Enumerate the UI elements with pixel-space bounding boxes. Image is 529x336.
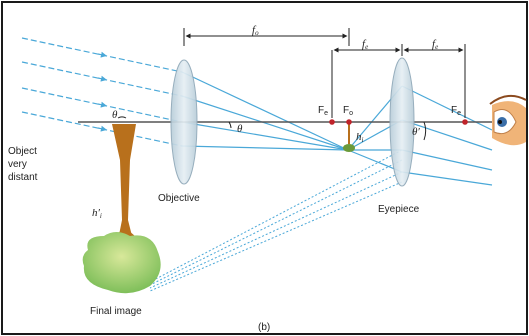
objective-refracted-rays (181, 71, 349, 151)
tree-icon (82, 124, 161, 294)
virtual-rays (149, 149, 403, 292)
h-i-label: hi (356, 131, 364, 144)
ray-refracted-3 (181, 121, 349, 151)
ray-refracted-2 (181, 95, 349, 151)
theta-prime-label: θ′ (412, 126, 420, 138)
caption-label: (b) (258, 322, 270, 333)
focus-e-label: Fe (451, 105, 461, 117)
ray-refracted-4 (181, 145, 349, 151)
h-i-prime-label: h′i (92, 207, 102, 220)
focus-o-label: Fo (343, 105, 353, 117)
theta-label-left: θ (112, 109, 118, 121)
focus-e-prime-label: Fe (318, 105, 328, 117)
final-image-label: Final image (90, 306, 142, 317)
theta-prime-arc (423, 121, 427, 141)
f-e-label-right: fe (432, 38, 438, 51)
object-label-3: distant (8, 172, 38, 183)
intermediate-image (343, 124, 355, 152)
f-e-label-left: fe (362, 38, 368, 51)
dimension-lines (183, 28, 466, 118)
objective-lens (170, 59, 198, 185)
theta-arc-objective (228, 121, 232, 129)
object-label-1: Object (8, 146, 37, 157)
object-label-2: very (8, 159, 27, 170)
eyepiece-lens (389, 57, 415, 187)
focus-o-dot (346, 119, 352, 125)
focus-e-dot (462, 119, 468, 125)
eyepiece-label: Eyepiece (378, 204, 420, 215)
objective-label: Objective (158, 193, 200, 204)
theta-label-objective: θ (237, 123, 243, 135)
f-o-label: fo (252, 24, 259, 37)
eye-icon (489, 94, 527, 146)
final-image-canopy (82, 232, 161, 294)
theta-arc-left (117, 116, 127, 119)
incoming-rays (21, 37, 183, 147)
ray-refracted-1 (181, 71, 349, 151)
focus-e-prime-dot (329, 119, 335, 125)
